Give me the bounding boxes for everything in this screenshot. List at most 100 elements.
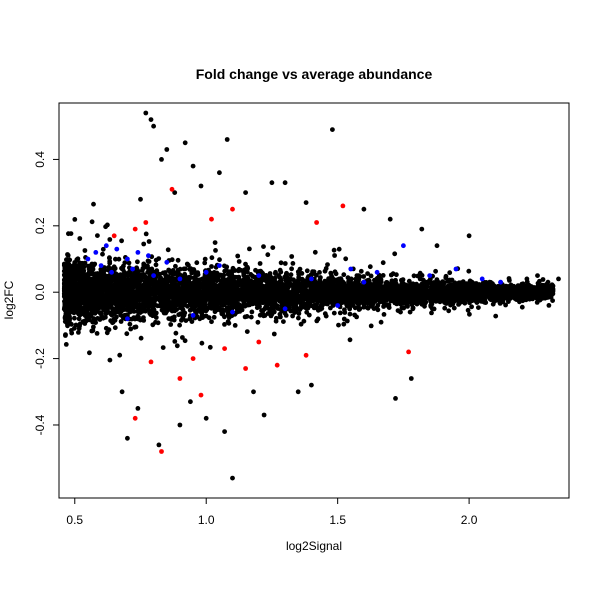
cloud-point [78,312,83,318]
cloud-point [223,267,229,273]
cloud-point [146,259,152,264]
cloud-point [225,288,231,293]
cloud-point [458,281,464,286]
cloud-point [209,319,214,325]
cloud-point [171,314,177,320]
cloud-point [351,282,357,288]
cloud-point [112,266,118,271]
cloud-point [96,277,102,283]
cloud-point [249,309,255,315]
cloud-point [76,268,81,274]
cloud-point [72,217,78,222]
cloud-point [121,277,127,283]
cloud-point [278,314,283,320]
cloud-point [313,284,319,290]
cloud-point [480,293,486,298]
cloud-point [116,256,122,262]
cloud-point [440,295,446,300]
cloud-point [279,281,285,287]
cloud-point [243,261,248,267]
cloud-point [282,261,288,266]
cloud-point [492,298,498,304]
cloud-point [91,324,96,330]
cloud-point [90,292,95,297]
cloud-point [279,306,284,312]
cloud-point [466,268,472,274]
cloud-point [296,315,301,321]
cloud-point [87,350,92,356]
cloud-point [420,292,426,298]
cloud-point [434,243,440,249]
cloud-point [212,303,218,309]
cloud-point [125,273,131,278]
cloud-point [384,302,390,307]
cloud-point [117,352,123,358]
cloud-point [342,307,347,313]
cloud-point [269,303,275,309]
cloud-point [175,257,181,263]
cloud-point [241,299,247,305]
cloud-point [507,278,512,283]
cloud-point [277,275,283,280]
cloud-point [415,273,421,279]
cloud-point [472,283,477,288]
cloud-point [306,294,312,300]
cloud-point [98,283,104,289]
cloud-point [103,325,109,331]
cloud-point [332,287,337,292]
cloud-point [331,282,337,288]
cloud-point [114,285,119,291]
cloud-point [347,337,353,343]
cloud-point [392,300,398,306]
cloud-point [77,260,82,266]
cloud-point [328,305,333,311]
cloud-point [380,287,386,293]
cloud-point [131,279,137,285]
cloud-point [411,273,417,279]
cloud-point [160,345,166,350]
cloud-point [273,269,278,275]
cloud-point [232,323,238,328]
cloud-point [469,304,474,310]
cloud-point [177,285,183,291]
cloud-point [281,319,286,324]
cloud-point [354,314,359,320]
cloud-point [403,282,409,288]
cloud-point [298,321,304,327]
cloud-point [213,282,218,288]
cloud-point [135,259,140,265]
cloud-point [159,283,165,288]
cloud-point [375,307,381,313]
cloud-point [191,281,197,287]
cloud-point [265,297,271,302]
cloud-point [107,357,113,363]
cloud-point [94,331,100,336]
cloud-point [63,342,69,347]
cloud-point [173,287,178,292]
cloud-point [549,282,555,288]
cloud-point [68,231,74,237]
cloud-point [191,306,196,311]
cloud-point [445,292,451,298]
cloud-point [451,305,457,311]
cloud-point [332,299,338,305]
cloud-point [225,319,231,325]
cloud-point [194,260,200,266]
cloud-point [155,291,161,297]
cloud-point [392,251,398,257]
cloud-point [70,280,76,286]
cloud-point [536,296,541,302]
cloud-point [443,273,449,279]
cloud-point [270,245,276,251]
cloud-point [368,323,374,329]
cloud-point [163,293,169,299]
cloud-point [213,290,219,296]
cloud-point [153,286,159,292]
cloud-point [180,335,185,340]
cloud-point [89,219,95,225]
cloud-point [230,304,236,309]
cloud-point [229,275,234,281]
cloud-point [381,312,387,317]
cloud-point [274,303,280,309]
cloud-point [163,281,169,287]
